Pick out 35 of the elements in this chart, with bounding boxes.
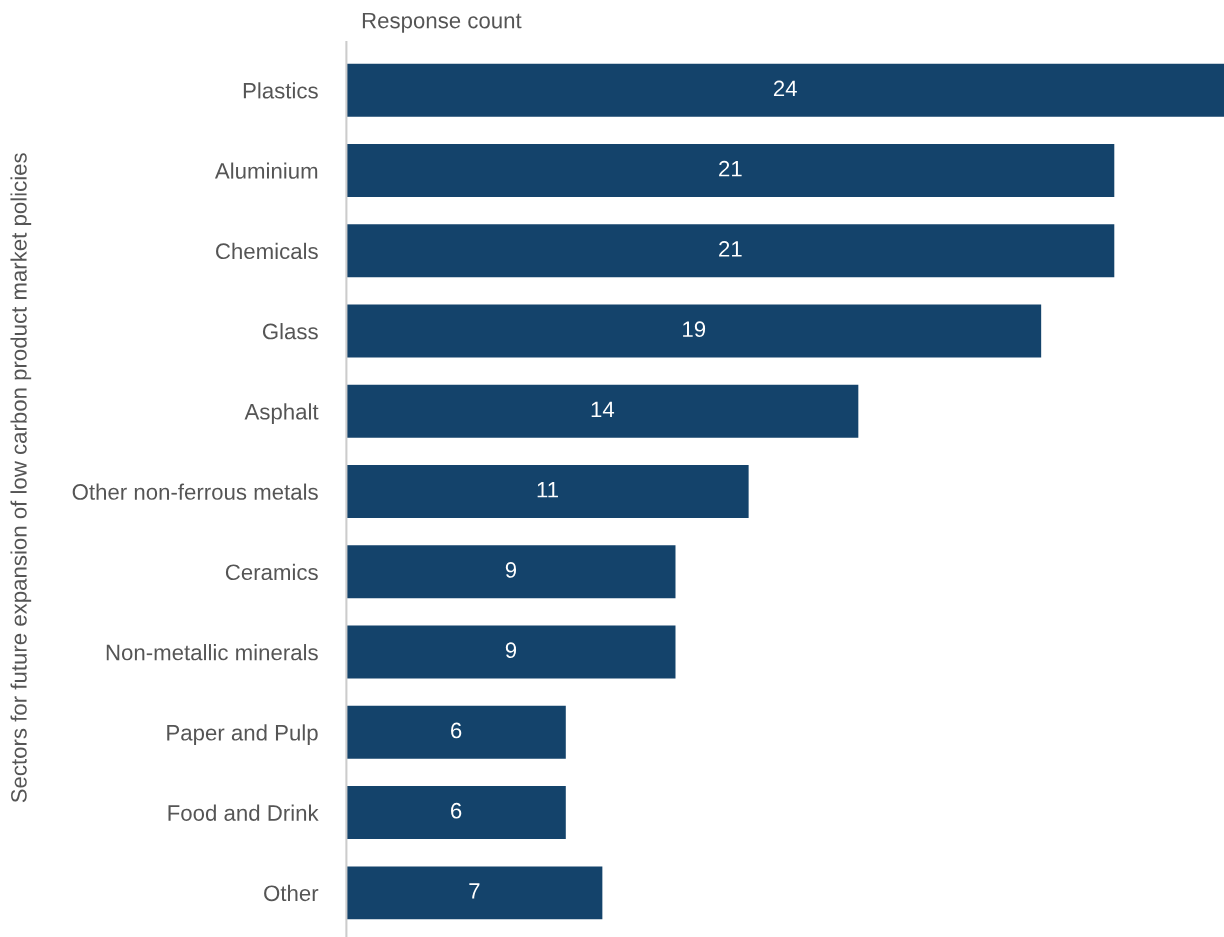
bar [346,465,749,519]
bar [346,304,1042,358]
y-tick-label: Food and Drink [168,804,319,821]
data-label: 24 [773,80,797,97]
y-tick-label: Asphalt [244,403,319,424]
y-tick-label: Other non-ferrous metals [72,483,318,500]
data-label: 9 [505,562,517,578]
data-label: 9 [505,642,517,659]
bar [346,625,676,679]
bar [346,63,1224,117]
y-tick-label: Non-metallic minerals [106,644,318,661]
y-tick-label: Paper and Pulp [167,724,318,746]
y-tick-label: Ceramics [225,563,318,581]
y-tick-label: Plastics [243,82,318,99]
bar [346,705,566,759]
y-tick-label: Chemicals [216,242,318,260]
data-label: 19 [683,321,706,338]
y-tick-label: Glass [262,323,318,340]
x-axis-title: Response count [362,12,522,33]
data-label: 6 [451,802,462,819]
data-label: 14 [591,401,615,418]
bar [346,144,1115,198]
y-axis-title: Sectors for future expansion of low carbon product market policies [10,153,32,803]
bar [346,866,603,920]
data-label: 21 [719,160,742,177]
bar [346,545,676,599]
bar [346,384,859,438]
y-tick-label: Aluminium [214,162,318,179]
bar [346,224,1115,278]
data-label: 21 [719,241,742,257]
data-label: 11 [537,482,558,498]
y-tick-label: Other [264,884,319,902]
data-label: 6 [451,722,462,739]
data-label: 7 [469,883,480,899]
bar [346,786,566,840]
